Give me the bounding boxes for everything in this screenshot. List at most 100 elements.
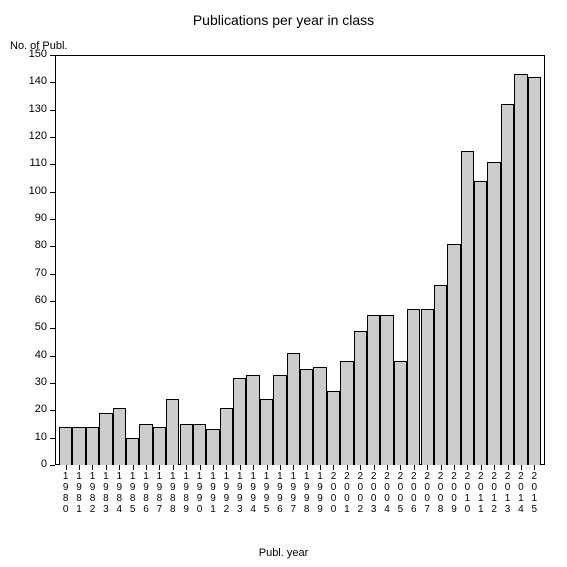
x-tick bbox=[467, 465, 468, 470]
bar bbox=[528, 77, 541, 465]
x-tick bbox=[253, 465, 254, 470]
bar bbox=[206, 429, 219, 465]
x-tick-label: 1986 bbox=[141, 471, 151, 515]
y-tick bbox=[50, 82, 55, 83]
bar bbox=[233, 378, 246, 465]
x-tick bbox=[92, 465, 93, 470]
bar bbox=[287, 353, 300, 465]
bar bbox=[340, 361, 353, 465]
x-tick bbox=[66, 465, 67, 470]
bar bbox=[220, 408, 233, 465]
y-tick bbox=[50, 192, 55, 193]
x-tick bbox=[427, 465, 428, 470]
x-tick-label: 2015 bbox=[529, 471, 539, 515]
y-tick-label: 10 bbox=[17, 431, 47, 443]
x-tick-label: 2000 bbox=[328, 471, 338, 515]
x-tick bbox=[387, 465, 388, 470]
x-axis-label: Publ. year bbox=[0, 547, 567, 559]
x-tick-label: 2008 bbox=[436, 471, 446, 515]
y-tick-label: 90 bbox=[17, 212, 47, 224]
bar bbox=[260, 399, 273, 465]
x-tick-label: 2014 bbox=[516, 471, 526, 515]
y-tick bbox=[50, 219, 55, 220]
bar bbox=[487, 162, 500, 465]
bar bbox=[501, 104, 514, 465]
y-tick-label: 100 bbox=[17, 185, 47, 197]
x-tick bbox=[400, 465, 401, 470]
bar bbox=[394, 361, 407, 465]
x-tick-label: 2013 bbox=[503, 471, 513, 515]
bar bbox=[246, 375, 259, 465]
x-tick bbox=[307, 465, 308, 470]
x-tick-label: 1987 bbox=[154, 471, 164, 515]
bar bbox=[126, 438, 139, 465]
y-tick bbox=[50, 328, 55, 329]
x-tick-label: 2006 bbox=[409, 471, 419, 515]
x-tick-label: 1992 bbox=[221, 471, 231, 515]
bar bbox=[273, 375, 286, 465]
bar bbox=[434, 285, 447, 465]
bar bbox=[86, 427, 99, 465]
y-tick bbox=[50, 110, 55, 111]
bar bbox=[180, 424, 193, 465]
bar bbox=[99, 413, 112, 465]
x-tick-label: 2002 bbox=[355, 471, 365, 515]
bar bbox=[421, 309, 434, 465]
y-tick-label: 120 bbox=[17, 130, 47, 142]
x-tick bbox=[200, 465, 201, 470]
x-tick bbox=[521, 465, 522, 470]
x-tick bbox=[441, 465, 442, 470]
bar bbox=[514, 74, 527, 465]
y-tick-label: 130 bbox=[17, 103, 47, 115]
bar bbox=[153, 427, 166, 465]
bar bbox=[300, 369, 313, 465]
x-tick-label: 1985 bbox=[128, 471, 138, 515]
x-tick bbox=[374, 465, 375, 470]
y-tick-label: 0 bbox=[17, 458, 47, 470]
x-tick bbox=[494, 465, 495, 470]
x-tick-label: 1997 bbox=[288, 471, 298, 515]
bar bbox=[166, 399, 179, 465]
y-tick bbox=[50, 356, 55, 357]
x-tick bbox=[186, 465, 187, 470]
x-tick-label: 2001 bbox=[342, 471, 352, 515]
x-tick-label: 1982 bbox=[87, 471, 97, 515]
bar bbox=[354, 331, 367, 465]
y-tick bbox=[50, 465, 55, 466]
x-tick bbox=[347, 465, 348, 470]
x-tick-label: 1981 bbox=[74, 471, 84, 515]
x-tick bbox=[320, 465, 321, 470]
x-tick bbox=[280, 465, 281, 470]
y-tick bbox=[50, 246, 55, 247]
bar bbox=[407, 309, 420, 465]
x-tick bbox=[159, 465, 160, 470]
x-tick bbox=[106, 465, 107, 470]
x-tick-label: 2009 bbox=[449, 471, 459, 515]
bar bbox=[313, 367, 326, 465]
x-tick bbox=[119, 465, 120, 470]
x-tick bbox=[133, 465, 134, 470]
chart-title: Publications per year in class bbox=[0, 12, 567, 28]
y-tick-label: 150 bbox=[17, 48, 47, 60]
y-tick-label: 40 bbox=[17, 349, 47, 361]
x-tick-label: 1980 bbox=[61, 471, 71, 515]
x-tick-label: 2003 bbox=[369, 471, 379, 515]
y-tick bbox=[50, 55, 55, 56]
bar bbox=[59, 427, 72, 465]
bar bbox=[327, 391, 340, 465]
y-tick bbox=[50, 164, 55, 165]
x-tick-label: 1996 bbox=[275, 471, 285, 515]
y-tick bbox=[50, 438, 55, 439]
x-tick-label: 1998 bbox=[302, 471, 312, 515]
y-tick bbox=[50, 410, 55, 411]
x-tick bbox=[213, 465, 214, 470]
x-tick-label: 2007 bbox=[422, 471, 432, 515]
x-tick bbox=[360, 465, 361, 470]
bar bbox=[380, 315, 393, 465]
x-tick bbox=[226, 465, 227, 470]
x-tick bbox=[267, 465, 268, 470]
x-tick-label: 1993 bbox=[235, 471, 245, 515]
y-tick-label: 80 bbox=[17, 239, 47, 251]
x-tick bbox=[534, 465, 535, 470]
y-tick-label: 110 bbox=[17, 157, 47, 169]
